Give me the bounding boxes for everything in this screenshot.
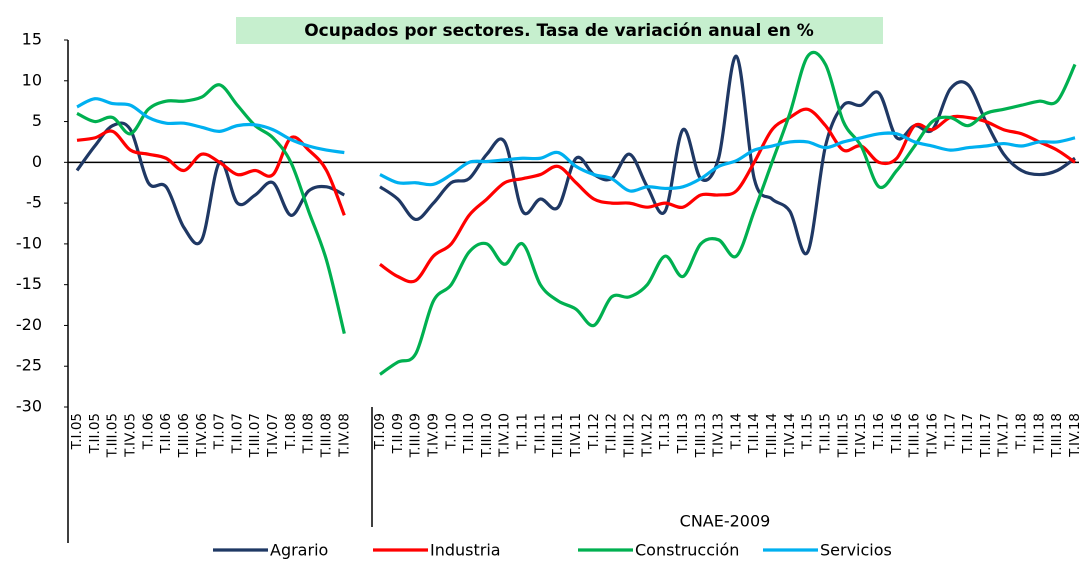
x-tick-label: T.I.08 <box>283 413 299 450</box>
x-tick-label: T.III.15 <box>835 413 851 458</box>
x-tick-label: T.III.10 <box>479 413 495 458</box>
y-tick-label: -15 <box>16 274 42 293</box>
x-tick-label: T.III.14 <box>764 413 780 458</box>
x-tick-label: T.IV.09 <box>425 413 441 458</box>
x-tick-label: T.III.11 <box>550 413 566 458</box>
legend-label: Industria <box>430 541 501 560</box>
y-tick-label: -10 <box>16 233 42 252</box>
series-line <box>75 54 1076 256</box>
x-tick-label: T.II.17 <box>960 413 976 454</box>
x-tick-label: T.IV.07 <box>265 413 281 458</box>
x-tick-label: T.II.15 <box>818 413 834 454</box>
x-tick-label: T.III.12 <box>621 413 637 458</box>
x-tick-label: T.I.06 <box>140 413 156 450</box>
x-tick-label: T.III.16 <box>907 413 923 458</box>
y-tick-label: -25 <box>16 356 42 375</box>
legend-label: Servicios <box>820 541 892 560</box>
x-tick-label: T.IV.06 <box>194 413 210 458</box>
x-tick-label: T.IV.05 <box>122 413 138 458</box>
x-tick-label: T.I.05 <box>69 413 85 450</box>
x-tick-label: T.II.13 <box>675 413 691 454</box>
y-tick-label: 0 <box>32 152 42 171</box>
x-tick-label: T.I.14 <box>728 413 744 450</box>
x-tick-label: T.II.06 <box>158 413 174 454</box>
annotation: CNAE-2009 <box>680 512 771 531</box>
y-tick-label: -30 <box>16 397 42 416</box>
legend-label: Agrario <box>270 541 328 560</box>
x-tick-label: T.I.17 <box>942 413 958 450</box>
series-line <box>76 107 1076 284</box>
x-tick-label: T.II.12 <box>604 413 620 454</box>
x-tick-label: T.I.15 <box>800 413 816 450</box>
x-tick-label: T.II.18 <box>1031 413 1047 454</box>
x-tick-label: T.IV.10 <box>497 413 513 458</box>
x-tick-label: T.II.09 <box>390 413 406 454</box>
x-tick-label: T.III.05 <box>105 413 121 458</box>
x-tick-label: T.III.09 <box>408 413 424 458</box>
chart-title: Ocupados por sectores. Tasa de variación… <box>304 21 814 41</box>
y-tick-label: 5 <box>32 111 42 130</box>
x-tick-label: T.II.08 <box>301 413 317 454</box>
x-tick-label: T.I.13 <box>657 413 673 450</box>
x-tick-label: T.I.11 <box>515 413 531 450</box>
x-tick-label: T.II.10 <box>461 413 477 454</box>
legend-label: Construcción <box>635 541 739 560</box>
x-tick-label: T.II.11 <box>532 413 548 454</box>
x-tick-label: T.II.07 <box>229 413 245 454</box>
x-tick-label: T.IV.16 <box>924 413 940 458</box>
x-tick-label: T.I.18 <box>1014 413 1030 450</box>
y-tick-label: 15 <box>22 30 42 49</box>
x-tick-label: T.III.08 <box>319 413 335 458</box>
x-tick-label: T.IV.11 <box>568 413 584 458</box>
y-tick-label: -20 <box>16 315 42 334</box>
x-tick-label: T.I.10 <box>443 413 459 450</box>
x-tick-label: T.IV.13 <box>711 413 727 458</box>
x-tick-label: T.IV.17 <box>996 413 1012 458</box>
x-tick-label: T.IV.18 <box>1067 413 1079 458</box>
x-tick-label: T.IV.08 <box>336 413 352 458</box>
y-tick-label: -5 <box>26 193 42 212</box>
x-tick-label: T.IV.15 <box>853 413 869 458</box>
x-tick-label: T.I.07 <box>212 413 228 450</box>
x-tick-label: T.IV.12 <box>639 413 655 458</box>
x-tick-label: T.I.12 <box>586 413 602 450</box>
y-tick-label: 10 <box>22 70 42 89</box>
x-tick-label: T.II.05 <box>87 413 103 454</box>
x-tick-label: T.II.14 <box>746 413 762 454</box>
series-line <box>76 50 1077 376</box>
title-box <box>236 17 883 44</box>
series-line <box>76 97 1076 193</box>
x-tick-label: T.I.09 <box>372 413 388 450</box>
x-tick-label: T.III.07 <box>247 413 263 458</box>
x-tick-label: T.II.16 <box>889 413 905 454</box>
x-tick-label: T.III.18 <box>1049 413 1065 458</box>
x-tick-label: T.III.06 <box>176 413 192 458</box>
x-tick-label: T.III.13 <box>693 413 709 458</box>
x-tick-label: T.III.17 <box>978 413 994 458</box>
x-tick-label: T.I.16 <box>871 413 887 450</box>
x-tick-label: T.IV.14 <box>782 413 798 458</box>
